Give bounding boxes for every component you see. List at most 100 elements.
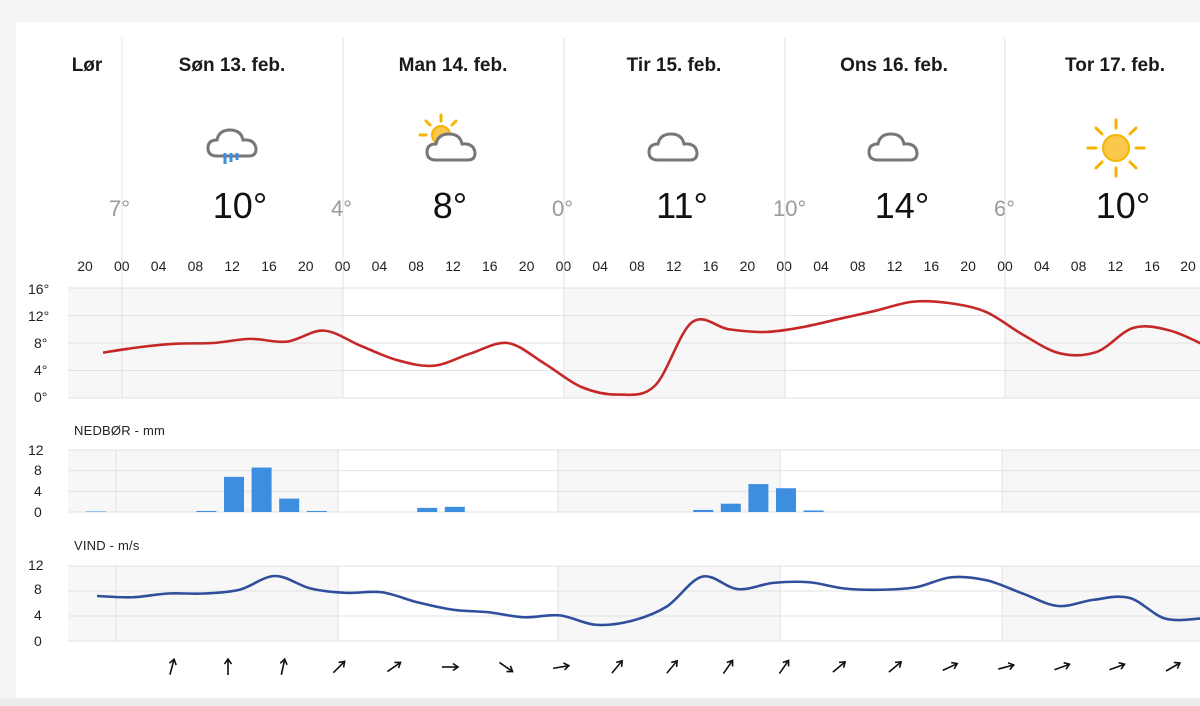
- hour-label: 08: [187, 258, 204, 274]
- wind-arrow-icon: [279, 657, 288, 675]
- day-label-mon[interactable]: Man 14. feb.: [398, 55, 508, 76]
- wind-arrow-icon: [442, 662, 460, 672]
- hour-label: 12: [1107, 258, 1124, 274]
- wind-arrow-icon: [778, 659, 789, 675]
- precip-bar: [417, 507, 438, 512]
- hour-label: 12: [666, 258, 682, 274]
- hour-label: 04: [592, 258, 608, 274]
- wind-arrow-icon: [722, 659, 734, 675]
- hour-label: 20: [77, 258, 93, 274]
- wind-arrow-icon: [332, 660, 346, 674]
- wind-y-label: 12: [28, 557, 44, 573]
- hour-label: 20: [298, 258, 314, 274]
- hour-label: 08: [1070, 258, 1087, 274]
- wind-arrow-icon: [1053, 661, 1071, 671]
- day-label-sat[interactable]: Lør: [71, 55, 103, 76]
- precip-bar: [306, 510, 327, 512]
- hour-label: 20: [739, 258, 756, 274]
- day-label-wed[interactable]: Ons 16. feb.: [840, 55, 948, 76]
- hour-label: 12: [886, 258, 903, 274]
- hour-label: 16: [702, 258, 719, 274]
- wind-day-band: [780, 566, 1002, 641]
- wind-arrow-icon: [832, 660, 847, 673]
- hour-label: 08: [408, 258, 424, 274]
- wind-arrow-icon: [223, 657, 232, 675]
- temp-y-label: 0°: [34, 389, 48, 405]
- precip-y-label: 12: [28, 442, 44, 458]
- wind-y-label: 8: [34, 581, 42, 597]
- precip-y-label: 8: [34, 462, 42, 478]
- hour-label: 16: [1144, 258, 1160, 274]
- precip-bar: [776, 488, 796, 512]
- min-temp-wed: 10°: [773, 196, 807, 221]
- precip-bar: [224, 476, 244, 512]
- wind-arrow-icon: [387, 661, 403, 673]
- min-temp-mon: 4°: [331, 196, 353, 221]
- wind-chart-bg: [68, 566, 1200, 641]
- wind-arrow-icon: [942, 661, 959, 672]
- cloud-icon: [867, 132, 919, 162]
- precip-bar: [720, 503, 741, 512]
- cloud-icon: [647, 132, 699, 162]
- day-label-thu[interactable]: Tor 17. feb.: [1065, 55, 1165, 76]
- hour-label: 04: [813, 258, 829, 274]
- wind-arrow-icon: [1165, 661, 1181, 672]
- hour-label: 04: [150, 258, 167, 274]
- max-temp-sun: 10°: [212, 185, 268, 226]
- wind-arrow-icon: [1109, 661, 1127, 671]
- wind-day-band: [338, 566, 558, 641]
- hour-label: 08: [629, 258, 645, 274]
- hour-label: 12: [224, 258, 240, 274]
- hour-label: 00: [555, 258, 572, 274]
- precip-bar: [803, 510, 824, 512]
- hour-label: 04: [1034, 258, 1050, 274]
- wind-title: VIND - m/s: [74, 538, 140, 553]
- temp-y-label: 4°: [34, 362, 48, 378]
- precip-day-band: [780, 450, 1002, 512]
- wind-arrow-icon: [498, 661, 514, 673]
- precip-bar: [86, 511, 106, 512]
- page-edge: [0, 698, 1200, 706]
- sun-icon: [1086, 118, 1146, 178]
- precip-bar: [748, 484, 769, 512]
- max-temp-wed: 14°: [874, 185, 930, 226]
- wind-line: [96, 574, 1200, 627]
- temp-y-label: 8°: [34, 335, 48, 351]
- max-temp-thu: 10°: [1095, 185, 1151, 226]
- wind-y-label: 0: [34, 633, 42, 649]
- wind-arrow-icon: [168, 657, 177, 675]
- precip-bar: [444, 506, 465, 512]
- hour-label: 20: [960, 258, 976, 274]
- hour-label: 16: [261, 258, 277, 274]
- precip-y-label: 0: [34, 504, 42, 520]
- hour-label: 20: [1180, 258, 1196, 274]
- precip-bar: [196, 510, 217, 512]
- hour-label: 00: [776, 258, 792, 274]
- min-temp-sun: 7°: [109, 196, 131, 221]
- temp-y-label: 12°: [28, 308, 50, 324]
- min-temp-tue: 0°: [552, 196, 574, 221]
- hour-label: 12: [445, 258, 461, 274]
- wind-arrow-icon: [888, 660, 902, 673]
- precip-bar: [693, 509, 714, 512]
- temp-y-label: 16°: [28, 281, 50, 297]
- wind-y-label: 4: [34, 607, 42, 623]
- precip-y-label: 4: [34, 483, 42, 499]
- precip-day-band: [338, 450, 558, 512]
- precipitation-title: NEDBØR - mm: [74, 423, 166, 438]
- day-label-tue[interactable]: Tir 15. feb.: [626, 55, 722, 76]
- hour-label: 04: [371, 258, 388, 274]
- hour-label: 16: [482, 258, 498, 274]
- wind-arrow-icon: [611, 659, 623, 674]
- partly-sunny-icon: [418, 113, 477, 162]
- wind-arrow-icon: [998, 662, 1016, 671]
- max-temp-mon: 8°: [432, 185, 468, 226]
- wind-arrow-icon: [666, 659, 679, 674]
- precip-bar: [279, 498, 300, 512]
- hour-label: 20: [518, 258, 535, 274]
- hour-label: 08: [850, 258, 866, 274]
- day-label-sun[interactable]: Søn 13. feb.: [178, 55, 286, 76]
- wind-arrow-icon: [553, 662, 571, 671]
- max-temp-tue: 11°: [656, 185, 708, 226]
